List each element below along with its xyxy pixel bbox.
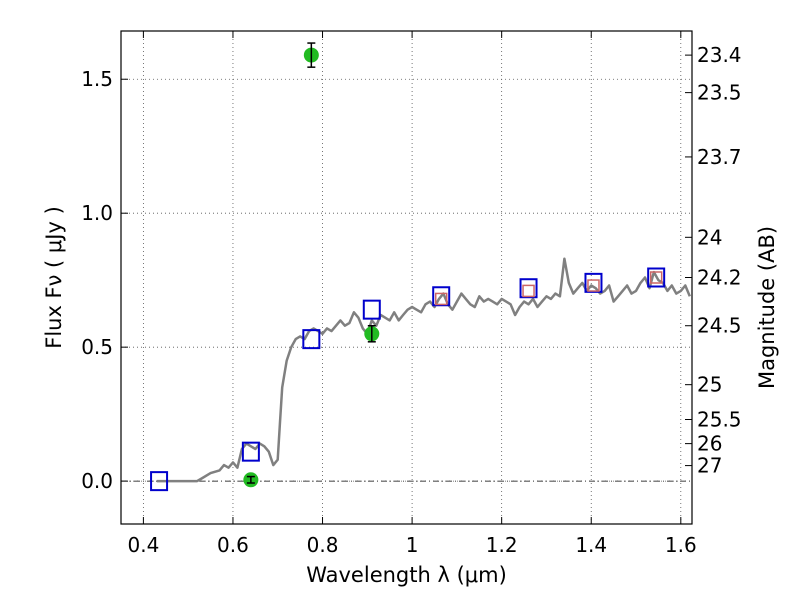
x-tick-label: 0.4 bbox=[127, 533, 159, 557]
model-square-marker bbox=[362, 299, 381, 320]
model-inner-square-marker bbox=[649, 271, 663, 284]
y2-tick-label: 27 bbox=[697, 454, 722, 478]
x-axis-label: Wavelength λ (μm) bbox=[306, 563, 507, 587]
model-square-marker bbox=[432, 286, 451, 307]
y-axis-label: Flux Fν ( μJy ) bbox=[42, 206, 66, 349]
y2-tick-label: 23.4 bbox=[697, 43, 742, 67]
model-inner-square-marker bbox=[587, 279, 600, 292]
x-tick-label: 1.6 bbox=[665, 533, 697, 557]
x-tick-label: 1 bbox=[406, 533, 419, 557]
y2-tick-label: 23.7 bbox=[697, 145, 742, 169]
model-inner-square-marker bbox=[434, 292, 448, 306]
y2-tick-label: 24 bbox=[697, 225, 722, 249]
model-square-marker bbox=[302, 329, 321, 350]
y-tick-label: 0.5 bbox=[81, 335, 113, 359]
y2-tick-label: 24.5 bbox=[697, 314, 742, 338]
ticks: 0.4 0.6 0.8 1 1.2 1.4 1.6 0.0 0.5 1.0 1.5 23.4 23.5 2… bbox=[81, 31, 742, 557]
model-square-marker bbox=[519, 278, 538, 299]
plot-frame bbox=[120, 30, 693, 525]
y2-tick-label: 23.5 bbox=[697, 81, 742, 105]
y2-tick-label: 25.5 bbox=[697, 408, 742, 432]
x-tick-label: 0.6 bbox=[217, 533, 249, 557]
model-square-marker bbox=[241, 441, 260, 462]
spectrum-layer bbox=[156, 257, 691, 483]
grid bbox=[121, 31, 692, 524]
x-tick-label: 1.4 bbox=[575, 533, 607, 557]
x-tick-label: 0.8 bbox=[307, 533, 339, 557]
y-tick-label: 1.5 bbox=[81, 67, 113, 91]
y2-axis-label: Magnitude (AB) bbox=[755, 226, 779, 389]
model-inner-square-marker bbox=[522, 284, 535, 298]
x-tick-label: 1.2 bbox=[486, 533, 518, 557]
y2-tick-label: 26 bbox=[697, 432, 722, 456]
y-tick-label: 0.0 bbox=[81, 469, 113, 493]
marker-layer bbox=[150, 42, 666, 492]
y2-tick-label: 24.2 bbox=[697, 266, 742, 290]
spectrum-line bbox=[156, 257, 691, 483]
model-square-marker bbox=[150, 471, 169, 492]
model-square-marker bbox=[584, 272, 603, 293]
y2-tick-label: 25 bbox=[697, 373, 722, 397]
y-tick-label: 1.0 bbox=[81, 201, 113, 225]
model-square-marker bbox=[647, 267, 666, 288]
